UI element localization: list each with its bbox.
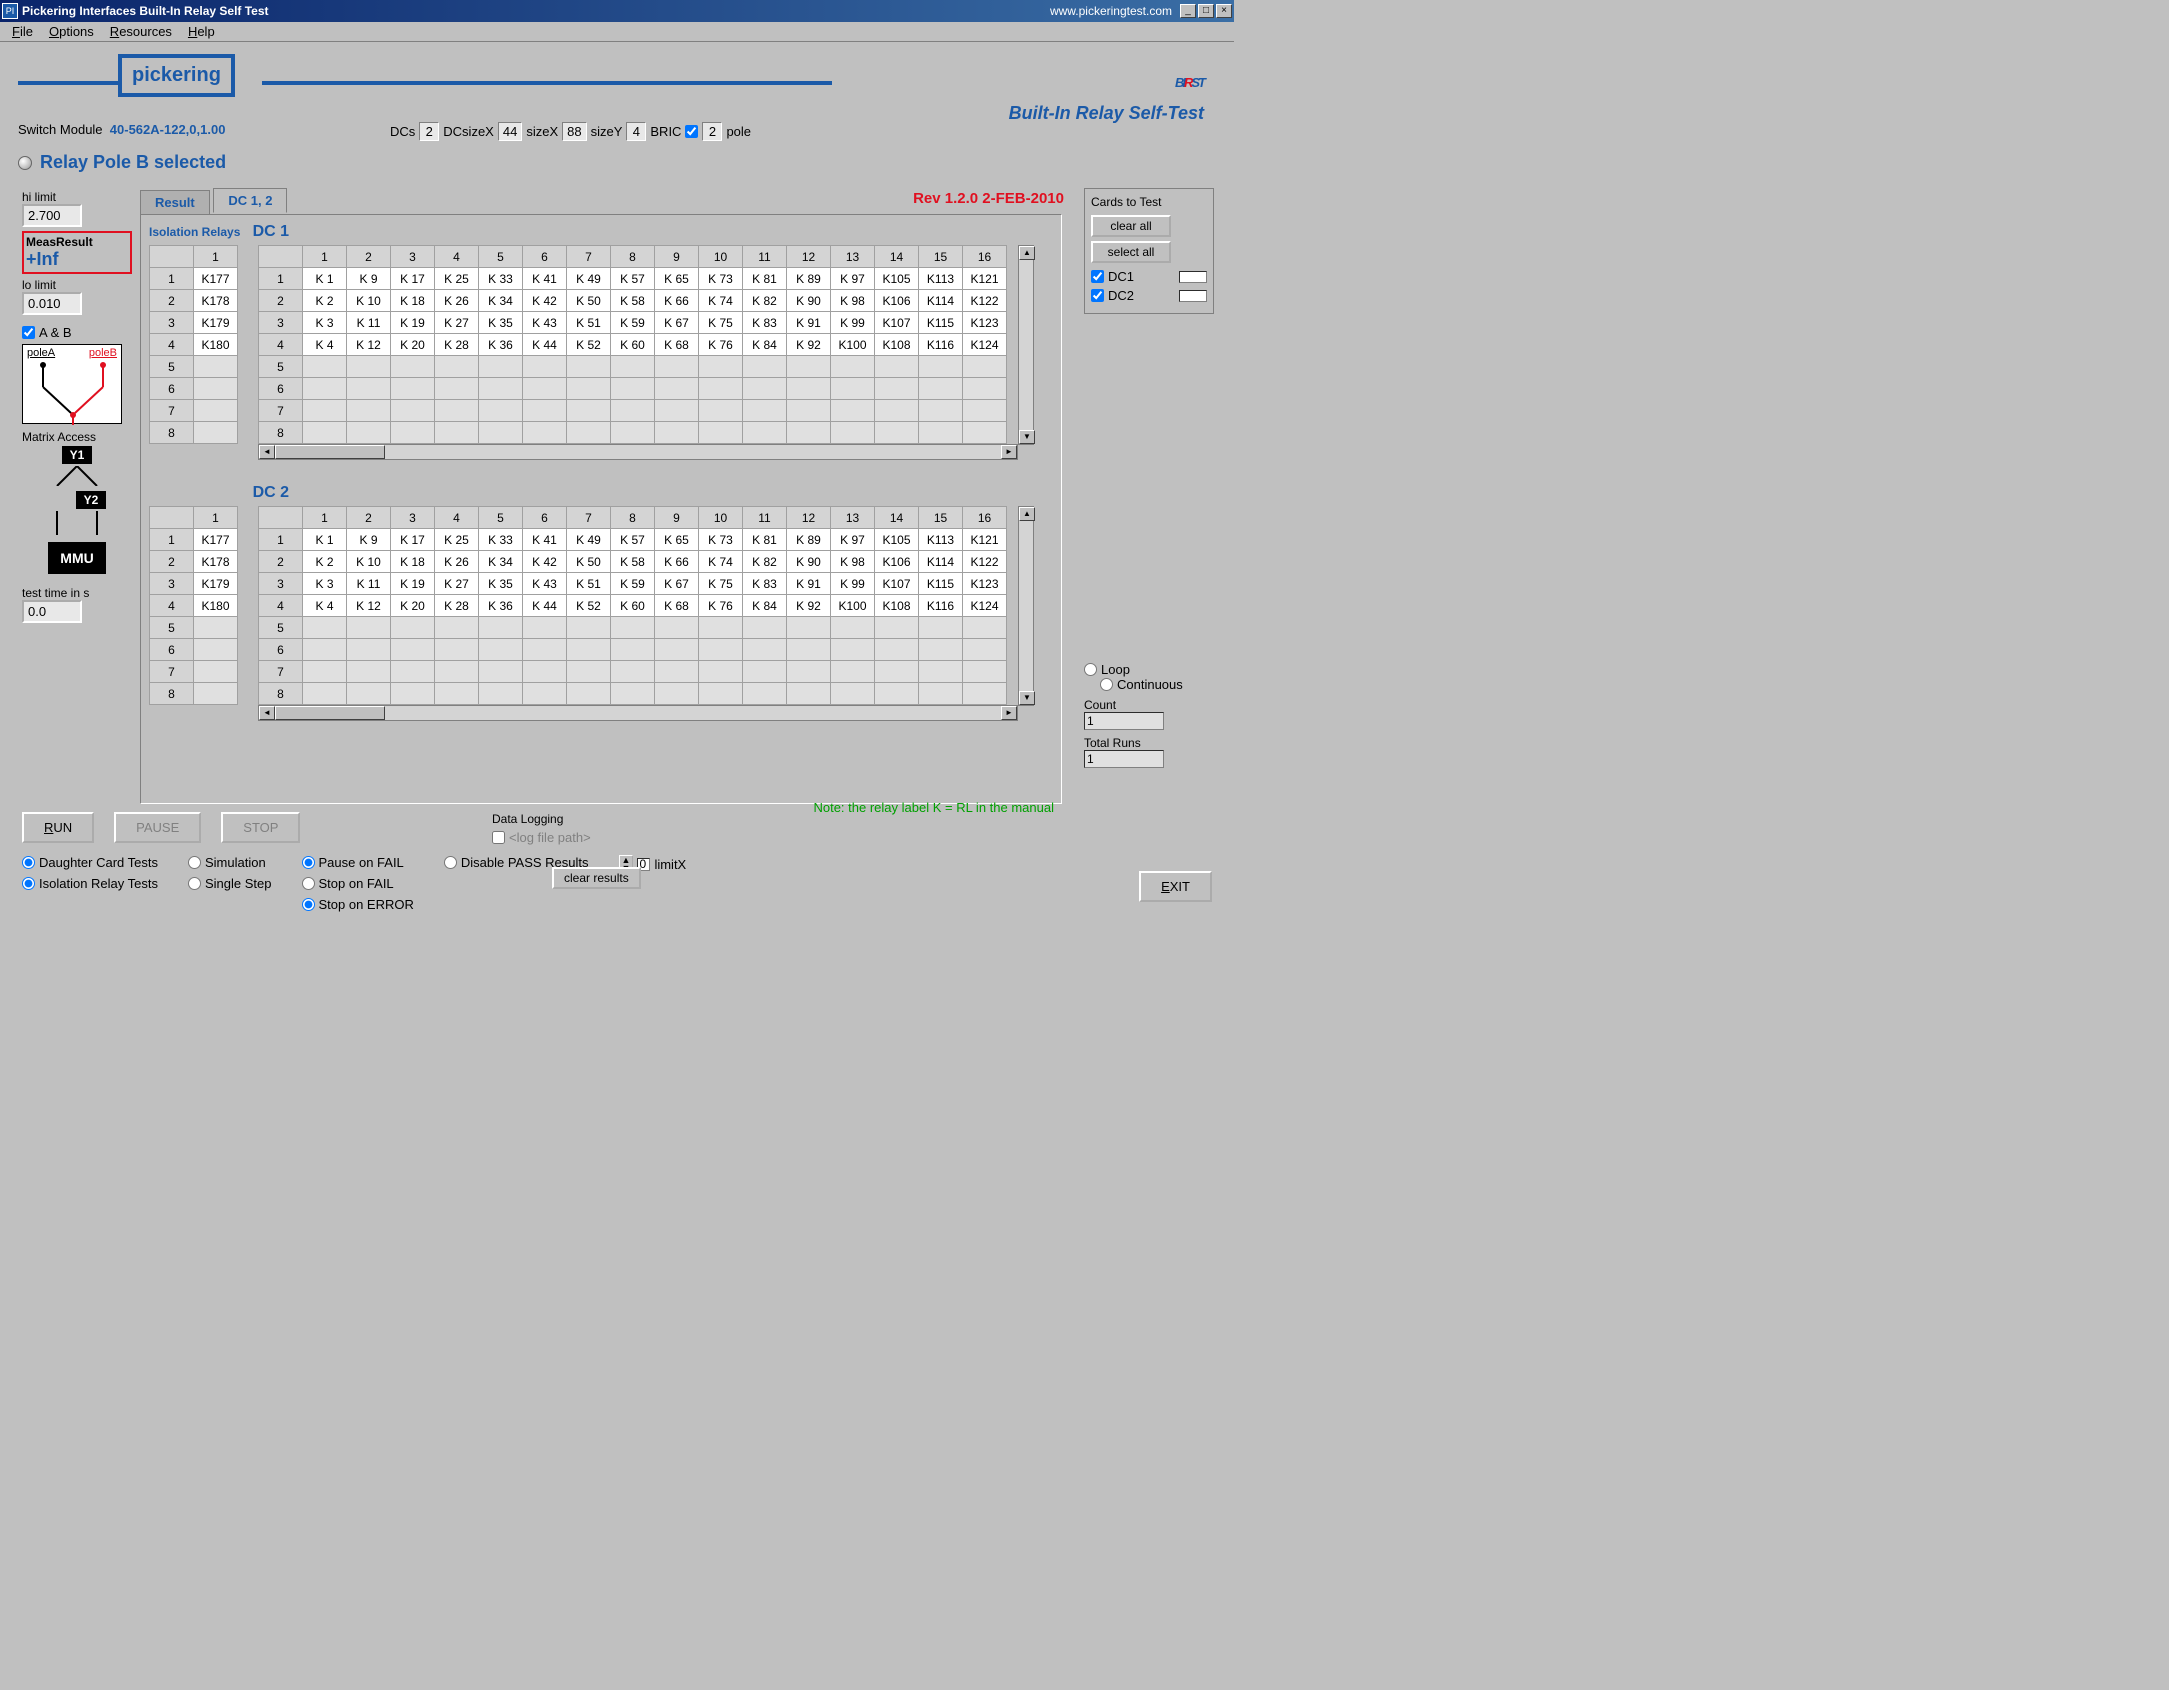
test-time-input[interactable]: 0.0: [22, 600, 82, 623]
window-title: Pickering Interfaces Built-In Relay Self…: [22, 4, 1050, 18]
tab-bar: Result DC 1, 2: [140, 188, 287, 213]
menubar: File Options Resources Help: [0, 22, 1234, 42]
dc1-swatch: [1179, 271, 1207, 283]
left-panel: hi limit 2.700 MeasResult +Inf lo limit …: [22, 190, 132, 623]
pause-button[interactable]: PAUSE: [114, 812, 201, 843]
status-line: Relay Pole B selected: [18, 152, 226, 173]
tab-panel-dc12: Isolation Relays DC 1 11K1772K1783K1794K…: [140, 214, 1062, 804]
menu-options[interactable]: Options: [41, 22, 102, 41]
tab-dc12[interactable]: DC 1, 2: [213, 188, 287, 213]
sizey-value: 4: [626, 122, 646, 141]
dc1-checkbox[interactable]: [1091, 270, 1104, 283]
continuous-radio[interactable]: [1100, 678, 1113, 691]
irt-radio[interactable]: [22, 877, 35, 890]
maximize-button[interactable]: □: [1198, 4, 1214, 18]
dct-radio[interactable]: [22, 856, 35, 869]
select-all-button[interactable]: select all: [1091, 241, 1171, 263]
bric-checkbox[interactable]: [685, 125, 698, 138]
hscroll-dc2[interactable]: ◄►: [258, 705, 1018, 721]
menu-file[interactable]: File: [4, 22, 41, 41]
vscroll-dc1[interactable]: ▲▼: [1018, 245, 1034, 445]
meas-result-box: MeasResult +Inf: [22, 231, 132, 274]
relay-grid-dc2[interactable]: 123456789101112131415161K 1K 9K 17K 25K …: [258, 506, 1007, 705]
sim-radio[interactable]: [188, 856, 201, 869]
dc2-checkbox[interactable]: [1091, 289, 1104, 302]
minimize-button[interactable]: _: [1180, 4, 1196, 18]
mmu-box: MMU: [48, 542, 105, 574]
clear-all-button[interactable]: clear all: [1091, 215, 1171, 237]
log-checkbox[interactable]: [492, 831, 505, 844]
count-input[interactable]: 1: [1084, 712, 1164, 730]
app-icon: PI: [2, 3, 18, 19]
menu-help[interactable]: Help: [180, 22, 223, 41]
ss-radio[interactable]: [188, 877, 201, 890]
dcsizex-value: 44: [498, 122, 522, 141]
switch-module: Switch Module 40-562A-122,0,1.00: [18, 122, 225, 137]
hi-limit-input[interactable]: 2.700: [22, 204, 82, 227]
status-indicator-icon: [18, 156, 32, 170]
total-runs-input[interactable]: 1: [1084, 750, 1164, 768]
revision-label: Rev 1.2.0 2-FEB-2010: [913, 190, 1064, 207]
ab-checkbox[interactable]: [22, 326, 35, 339]
exit-button[interactable]: EXIT: [1139, 871, 1212, 902]
window-url: www.pickeringtest.com: [1050, 4, 1172, 18]
stop-button[interactable]: STOP: [221, 812, 300, 843]
dcs-value: 2: [419, 122, 439, 141]
y1-box: Y1: [62, 446, 93, 464]
dc2-swatch: [1179, 290, 1207, 302]
loop-radio[interactable]: [1084, 663, 1097, 676]
dpr-radio[interactable]: [444, 856, 457, 869]
relay-grid-dc1[interactable]: 123456789101112131415161K 1K 9K 17K 25K …: [258, 245, 1007, 444]
iso-grid-dc2[interactable]: 11K1772K1783K1794K1805678: [149, 506, 238, 705]
clear-results-button[interactable]: clear results: [552, 867, 641, 889]
sof-radio[interactable]: [302, 877, 315, 890]
logo-bar: pickering: [18, 42, 838, 122]
brand-text: pickering: [132, 64, 221, 86]
titlebar: PI Pickering Interfaces Built-In Relay S…: [0, 0, 1234, 22]
soe-radio[interactable]: [302, 898, 315, 911]
dc-params: DCs2 DCsizeX44 sizeX88 sizeY4 BRIC 2 pol…: [390, 122, 751, 141]
data-logging: Data Logging <log file path> clear resul…: [492, 812, 641, 891]
close-button[interactable]: ×: [1216, 4, 1232, 18]
iso-grid-dc1[interactable]: 11K1772K1783K1794K1805678: [149, 245, 238, 444]
run-button[interactable]: RUN: [22, 812, 94, 843]
loop-section: Loop Continuous Count 1 Total Runs 1: [1084, 662, 1214, 768]
right-panel: Cards to Test clear all select all DC1 D…: [1084, 188, 1214, 322]
vscroll-dc2[interactable]: ▲▼: [1018, 506, 1034, 706]
tab-result[interactable]: Result: [140, 190, 210, 214]
lo-limit-input[interactable]: 0.010: [22, 292, 82, 315]
menu-resources[interactable]: Resources: [102, 22, 180, 41]
hscroll-dc1[interactable]: ◄►: [258, 444, 1018, 460]
birst-logo: BIRST Built-In Relay Self-Test: [1009, 52, 1204, 124]
sizex-value: 88: [562, 122, 586, 141]
cards-fieldset: Cards to Test clear all select all DC1 D…: [1084, 188, 1214, 314]
pole-diagram: poleA poleB: [22, 344, 122, 424]
pof-radio[interactable]: [302, 856, 315, 869]
bottom-controls: RUN PAUSE STOP Data Logging <log file pa…: [22, 812, 1212, 912]
pole-value: 2: [702, 122, 722, 141]
y2-box: Y2: [76, 491, 107, 509]
